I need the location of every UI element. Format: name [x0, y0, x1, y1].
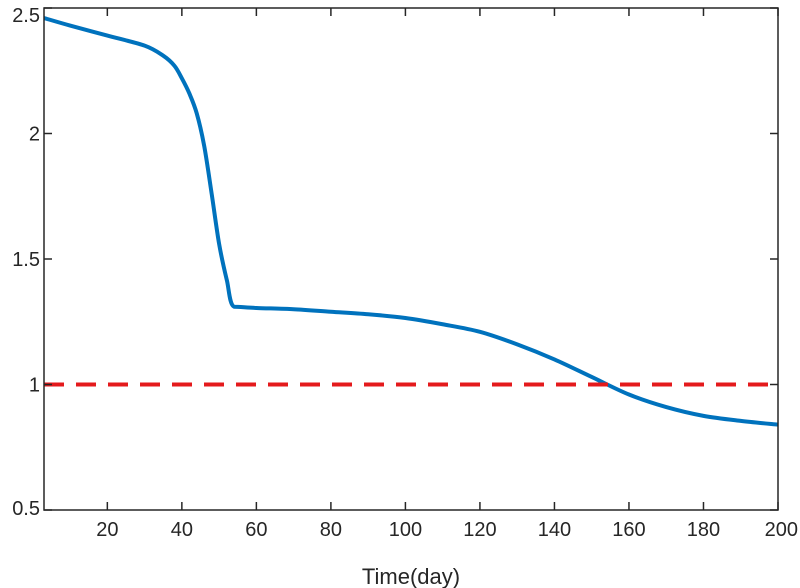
x-tick-label: 140 — [538, 519, 571, 541]
x-tick-label: 200 — [765, 519, 798, 541]
plot-area — [44, 16, 778, 427]
y-tick-label: 1 — [29, 375, 40, 397]
x-tick-label: 100 — [389, 519, 422, 541]
y-tick-label: 0.5 — [12, 498, 40, 520]
x-tick-label: 60 — [245, 519, 267, 541]
x-tick-label: 160 — [612, 519, 645, 541]
x-tick-label: 20 — [96, 519, 118, 541]
y-tick-label: 2.5 — [12, 5, 40, 27]
x-tick-label: 180 — [687, 519, 720, 541]
y-tick-label: 1.5 — [12, 249, 40, 271]
x-tick-label: 120 — [463, 519, 496, 541]
x-tick-label: 80 — [320, 519, 342, 541]
axes-box — [43, 7, 779, 511]
x-axis-label: Time(day) — [362, 564, 460, 588]
y-tick-label: 2 — [29, 124, 40, 146]
x-tick-label: 40 — [171, 519, 193, 541]
axes: 20 40 60 80 100 120 140 160 180 200 0.5 1 1.5 2 2.5 — [12, 5, 798, 541]
series-line — [44, 16, 778, 427]
